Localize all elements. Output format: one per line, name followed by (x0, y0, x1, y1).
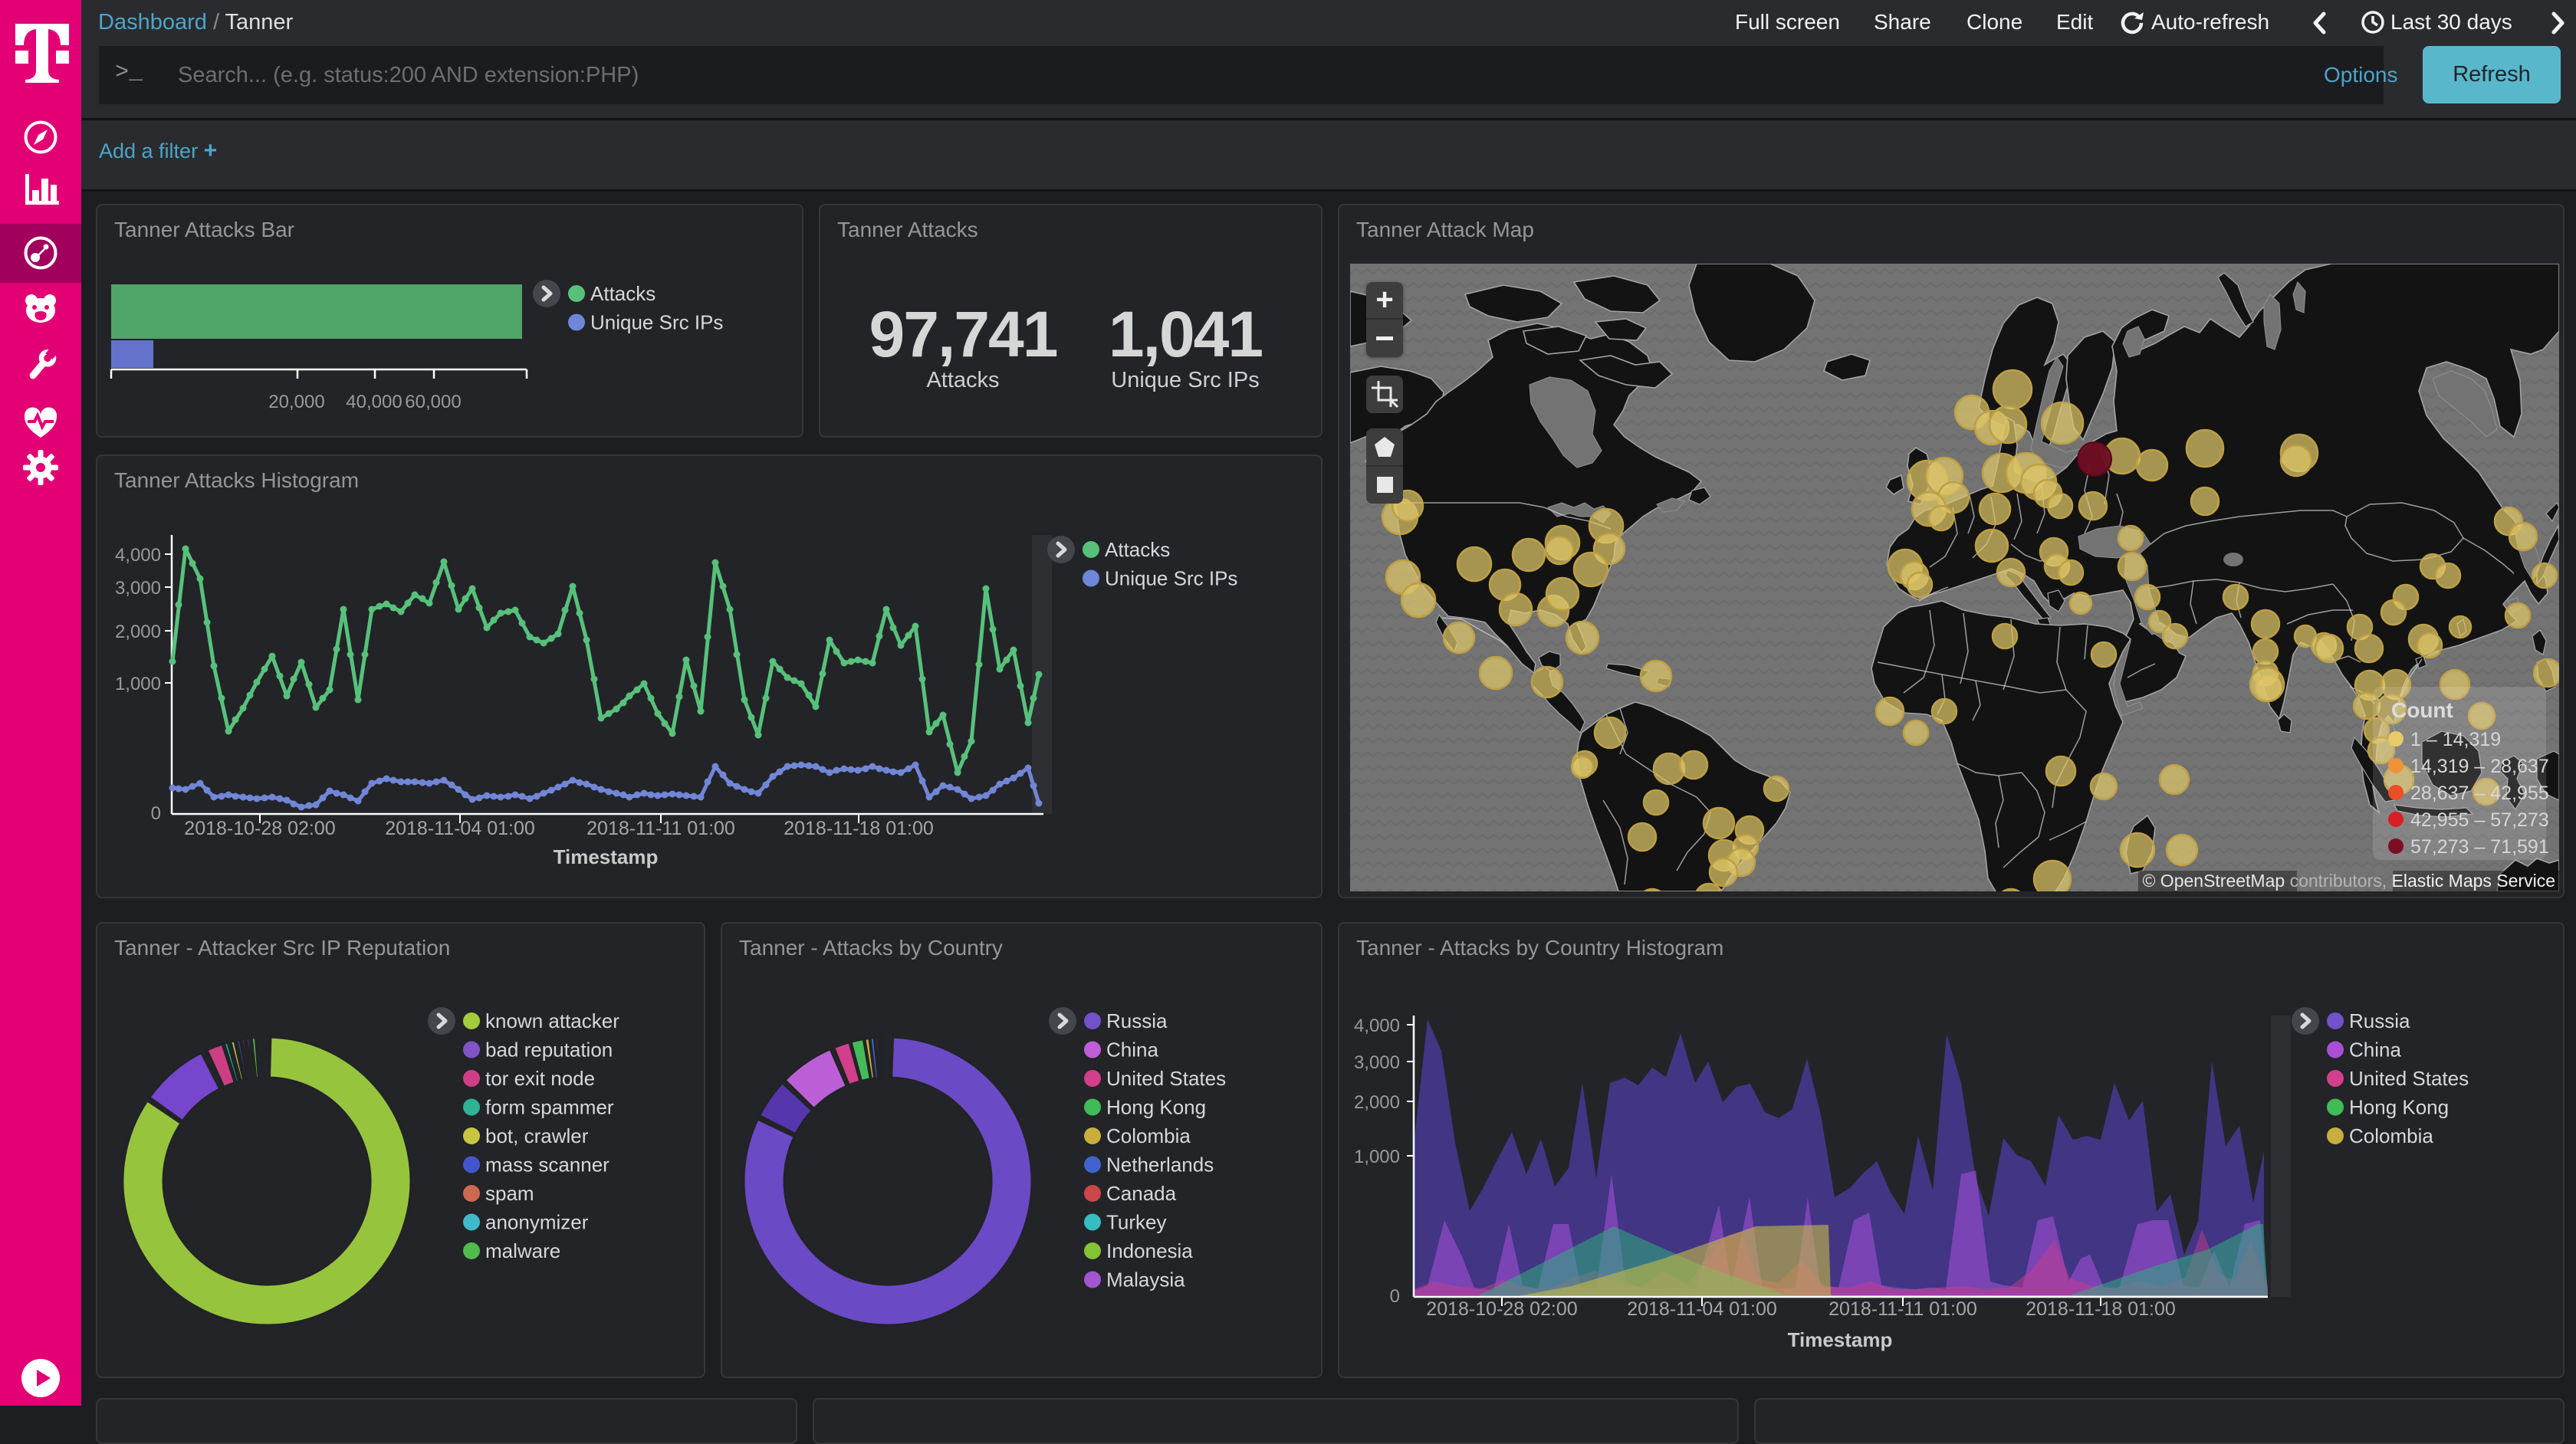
svg-text:1,000: 1,000 (1354, 1147, 1400, 1167)
svg-text:Canada: Canada (1106, 1182, 1177, 1205)
svg-text:Russia: Russia (1106, 1009, 1168, 1032)
svg-text:2018-11-04 01:00: 2018-11-04 01:00 (1627, 1298, 1777, 1320)
svg-text:2018-10-28 02:00: 2018-10-28 02:00 (184, 818, 335, 839)
svg-text:0: 0 (1390, 1286, 1400, 1307)
svg-text:Malaysia: Malaysia (1106, 1268, 1185, 1291)
svg-text:2,000: 2,000 (115, 622, 161, 642)
svg-text:known attacker: known attacker (485, 1009, 619, 1032)
svg-text:1,000: 1,000 (115, 674, 161, 694)
svg-text:2018-11-18 01:00: 2018-11-18 01:00 (2026, 1298, 2176, 1320)
svg-text:Colombia: Colombia (1106, 1124, 1191, 1147)
svg-text:2018-11-04 01:00: 2018-11-04 01:00 (385, 818, 535, 839)
svg-text:4,000: 4,000 (1354, 1016, 1400, 1036)
svg-text:Turkey: Turkey (1106, 1211, 1167, 1234)
svg-text:57,273 – 71,591: 57,273 – 71,591 (2410, 836, 2549, 858)
svg-text:spam: spam (485, 1182, 534, 1205)
svg-text:China: China (1106, 1039, 1158, 1062)
svg-text:0: 0 (151, 803, 161, 824)
svg-text:Unique Src IPs: Unique Src IPs (590, 311, 723, 334)
svg-text:Netherlands: Netherlands (1106, 1154, 1214, 1177)
svg-text:2018-10-28 02:00: 2018-10-28 02:00 (1426, 1298, 1577, 1320)
svg-text:2,000: 2,000 (1354, 1092, 1400, 1113)
svg-text:2018-11-11 01:00: 2018-11-11 01:00 (586, 818, 735, 839)
svg-text:Hong Kong: Hong Kong (2349, 1096, 2449, 1119)
svg-text:Count: Count (2391, 698, 2453, 722)
svg-text:Attacks: Attacks (590, 282, 656, 305)
svg-text:Hong Kong: Hong Kong (1106, 1096, 1206, 1119)
svg-text:Timestamp: Timestamp (554, 845, 659, 868)
svg-text:China: China (2349, 1039, 2401, 1062)
svg-text:Attacks: Attacks (1105, 538, 1170, 561)
svg-text:form spammer: form spammer (485, 1096, 614, 1119)
svg-text:4,000: 4,000 (115, 545, 161, 566)
svg-text:Timestamp: Timestamp (1788, 1328, 1893, 1351)
svg-text:malware: malware (485, 1239, 560, 1262)
svg-text:1 – 14,319: 1 – 14,319 (2410, 729, 2501, 750)
svg-text:3,000: 3,000 (1354, 1052, 1400, 1073)
svg-text:Russia: Russia (2349, 1009, 2410, 1032)
svg-text:2018-11-18 01:00: 2018-11-18 01:00 (784, 818, 934, 839)
svg-text:mass scanner: mass scanner (485, 1154, 610, 1177)
svg-text:anonymizer: anonymizer (485, 1211, 589, 1234)
svg-text:Colombia: Colombia (2349, 1124, 2433, 1147)
svg-text:2018-11-11 01:00: 2018-11-11 01:00 (1829, 1298, 1977, 1320)
svg-text:Unique Src IPs: Unique Src IPs (1105, 567, 1237, 590)
svg-text:Indonesia: Indonesia (1106, 1239, 1193, 1262)
svg-text:28,637 – 42,955: 28,637 – 42,955 (2410, 783, 2549, 804)
svg-text:bad reputation: bad reputation (485, 1039, 613, 1062)
svg-text:3,000: 3,000 (115, 578, 161, 599)
svg-text:United States: United States (2349, 1067, 2469, 1090)
svg-text:bot, crawler: bot, crawler (485, 1124, 589, 1147)
svg-text:42,955 – 57,273: 42,955 – 57,273 (2410, 809, 2549, 831)
svg-text:tor exit node: tor exit node (485, 1067, 595, 1090)
svg-text:14,319 – 28,637: 14,319 – 28,637 (2410, 756, 2549, 777)
svg-text:© OpenStreetMap contributors,: © OpenStreetMap contributors, Elastic Ma… (2142, 871, 2555, 891)
svg-text:United States: United States (1106, 1067, 1226, 1090)
